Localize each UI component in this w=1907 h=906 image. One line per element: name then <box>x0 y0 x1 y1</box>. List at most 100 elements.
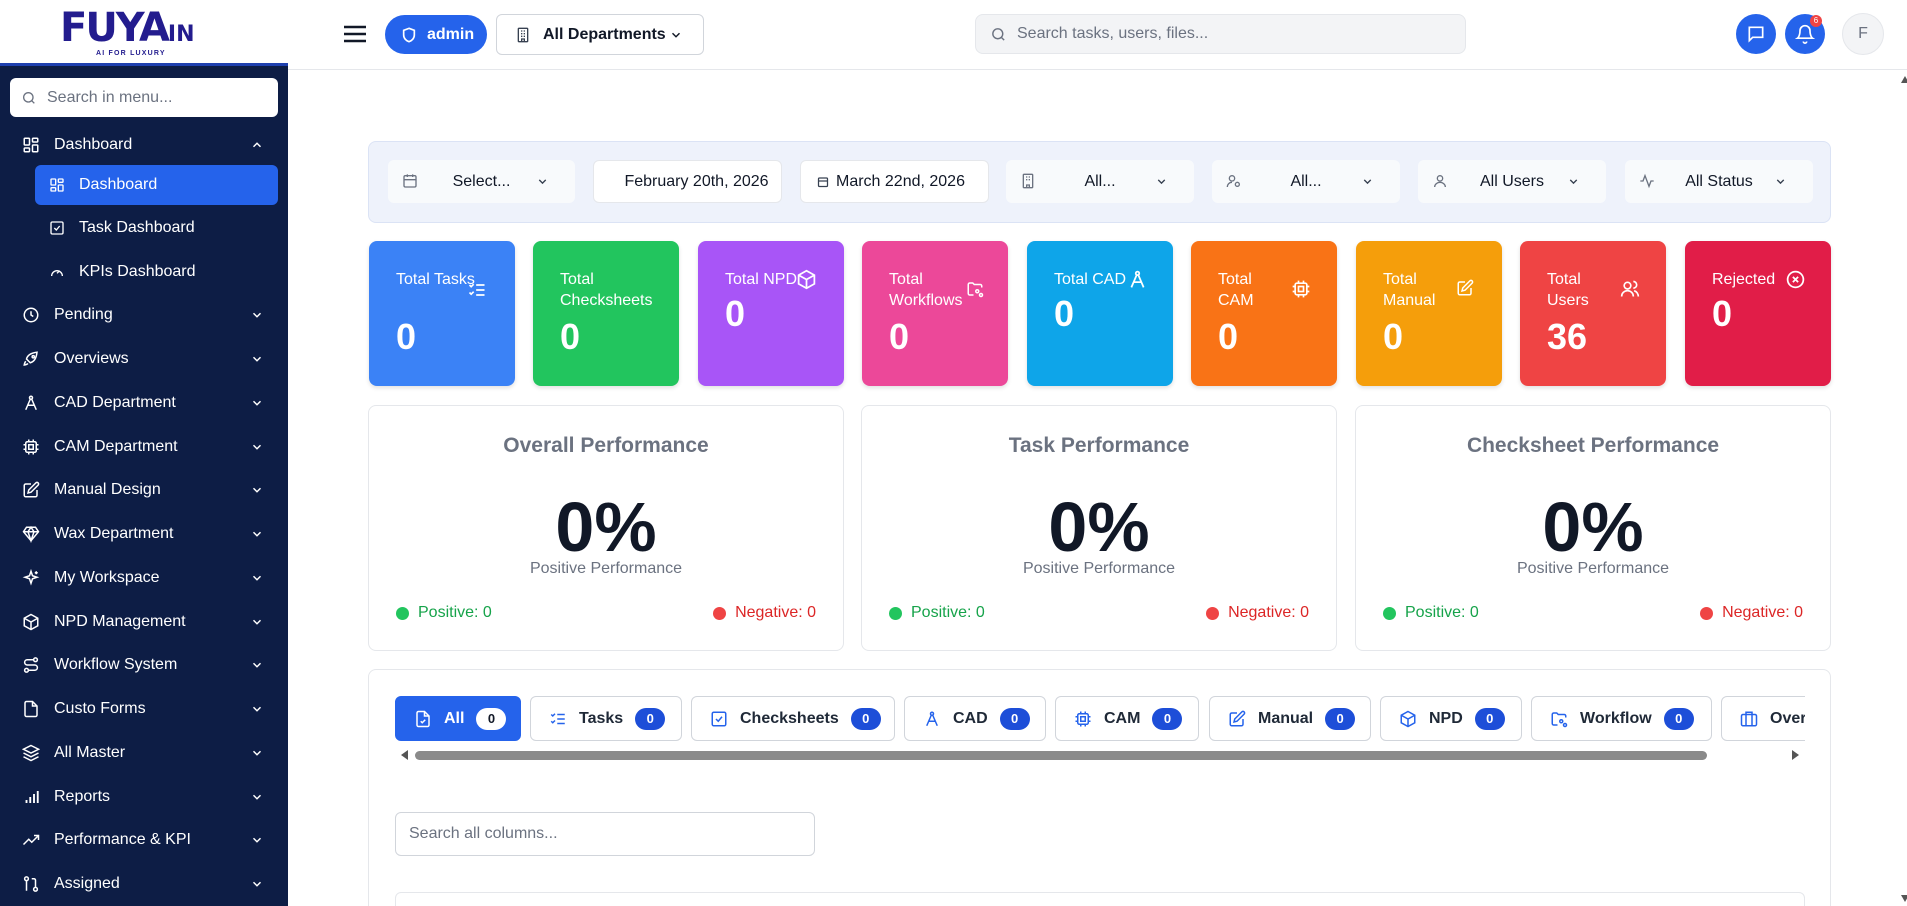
tab-cam[interactable]: CAM 0 <box>1055 696 1199 741</box>
stat-card-total-npd[interactable]: Total NPD 0 <box>698 241 844 386</box>
stat-card-total-manual[interactable]: Total Manual 0 <box>1356 241 1502 386</box>
avatar[interactable]: F <box>1842 13 1884 55</box>
sidebar-subitem-label: KPIs Dashboard <box>79 263 196 280</box>
tab-npd[interactable]: NPD 0 <box>1380 696 1522 741</box>
stat-card-total-tasks[interactable]: Total Tasks 0 <box>369 241 515 386</box>
chevron-down-icon <box>252 837 262 843</box>
tab-count-badge: 0 <box>1663 707 1694 730</box>
chevron-down-icon <box>252 356 262 362</box>
route-icon <box>23 657 39 673</box>
performance-value: 0% <box>1048 488 1150 566</box>
menu-search-input[interactable] <box>47 88 267 107</box>
tab-manual[interactable]: Manual 0 <box>1209 696 1371 741</box>
users-filter-value: All Users <box>1479 172 1544 190</box>
sidebar-subitem-dashboard[interactable]: Dashboard <box>35 165 278 205</box>
sidebar-item-dashboard[interactable]: Dashboard <box>0 127 288 163</box>
sidebar-item-label: CAM Department <box>54 438 178 455</box>
sidebar-item-workflow-system[interactable]: Workflow System <box>0 647 288 683</box>
stat-value: 0 <box>560 316 581 357</box>
sidebar-item-npd-management[interactable]: NPD Management <box>0 604 288 640</box>
messages-button[interactable] <box>1736 14 1776 54</box>
sidebar: FUYAIN AI FOR LUXURY Dashboard Dashboard… <box>0 0 288 906</box>
check-square-icon <box>711 711 727 726</box>
sidebar-item-assigned[interactable]: Assigned <box>0 866 288 902</box>
tab-overviews[interactable]: Overviews 0 <box>1721 696 1805 741</box>
sidebar-item-label: Manual Design <box>54 481 161 498</box>
sidebar-item-label: Pending <box>54 306 113 323</box>
positive-dot <box>396 606 409 620</box>
tabs-strip: All 0 Tasks 0 Checksheets 0 CAD 0 CAM 0 … <box>395 696 1805 742</box>
department-filter[interactable]: All... <box>1006 160 1194 203</box>
scroll-left-arrow[interactable] <box>401 750 408 760</box>
tab-checksheets[interactable]: Checksheets 0 <box>691 696 895 741</box>
chevron-down-icon <box>252 312 262 318</box>
global-search[interactable] <box>975 14 1466 54</box>
scrollbar-thumb[interactable] <box>415 751 1707 760</box>
tab-all[interactable]: All 0 <box>395 696 521 741</box>
performance-label: Positive Performance <box>1022 560 1176 577</box>
role-filter[interactable]: All... <box>1212 160 1400 203</box>
stat-card-total-cad[interactable]: Total CAD 0 <box>1027 241 1173 386</box>
sidebar-item-label: Reports <box>54 788 111 805</box>
status-filter[interactable]: All Status <box>1625 160 1813 203</box>
trending-up-icon <box>22 834 40 846</box>
date-from-value: February 20th, 2026 <box>624 172 769 190</box>
global-search-input[interactable] <box>1017 25 1437 43</box>
date-from-picker[interactable]: February 20th, 2026 <box>593 160 782 203</box>
building-icon <box>1022 173 1034 189</box>
stat-card-total-cam[interactable]: Total CAM 0 <box>1191 241 1337 386</box>
column-search-input[interactable] <box>395 812 815 856</box>
folder-route-icon <box>967 282 984 298</box>
date-range-value: Select... <box>452 172 511 190</box>
x-circle-icon <box>1786 270 1805 289</box>
stat-title: Total CAM <box>1218 271 1254 309</box>
sidebar-item-label: Workflow System <box>54 656 178 673</box>
sidebar-item-label: Dashboard <box>54 136 133 153</box>
tab-workflow[interactable]: Workflow 0 <box>1531 696 1712 741</box>
tabs-scrollbar[interactable] <box>395 748 1805 762</box>
sidebar-subitem-task-dashboard[interactable]: Task Dashboard <box>35 208 278 248</box>
sidebar-item-all-master[interactable]: All Master <box>0 735 288 771</box>
sidebar-subitem-label: Dashboard <box>79 176 158 193</box>
date-range-select[interactable]: Select... <box>388 160 575 203</box>
role-badge[interactable]: admin <box>385 15 487 54</box>
sidebar-item-wax-department[interactable]: Wax Department <box>0 516 288 552</box>
sidebar-item-overviews[interactable]: Overviews <box>0 341 288 377</box>
negative-dot <box>713 606 727 620</box>
sidebar-item-cad-department[interactable]: CAD Department <box>0 385 288 421</box>
positive-count: Positive: 0 <box>396 604 492 622</box>
stat-card-total-users[interactable]: Total Users 36 <box>1520 241 1666 386</box>
scroll-right-arrow[interactable] <box>1792 750 1799 760</box>
sidebar-item-pending[interactable]: Pending <box>0 297 288 333</box>
sidebar-item-reports[interactable]: Reports <box>0 779 288 815</box>
sidebar-item-manual-design[interactable]: Manual Design <box>0 472 288 508</box>
tab-label: CAM <box>1104 709 1141 727</box>
calendar-icon <box>817 177 829 188</box>
sidebar-item-custo-forms[interactable]: Custo Forms <box>0 691 288 727</box>
menu-search[interactable] <box>10 78 278 117</box>
stat-value: 0 <box>396 316 417 357</box>
stat-card-rejected[interactable]: Rejected 0 <box>1685 241 1831 386</box>
tab-cad[interactable]: CAD 0 <box>904 696 1046 741</box>
stat-title: Total Workflows <box>889 271 963 309</box>
sidebar-item-performance-kpi[interactable]: Performance & KPI <box>0 822 288 858</box>
negative-text: Negative: 0 <box>1228 604 1309 621</box>
tab-tasks[interactable]: Tasks 0 <box>530 696 682 741</box>
users-filter[interactable]: All Users <box>1418 160 1606 203</box>
sidebar-item-label: Assigned <box>54 875 120 892</box>
sidebar-item-label: Wax Department <box>54 525 174 542</box>
records-table <box>395 892 1805 906</box>
menu-icon[interactable] <box>342 22 368 46</box>
scroll-up-arrow[interactable] <box>1901 76 1907 83</box>
stat-card-total-workflows[interactable]: Total Workflows 0 <box>862 241 1008 386</box>
grid-icon <box>50 178 64 192</box>
department-select[interactable]: All Departments <box>496 14 704 55</box>
stat-card-total-checksheets[interactable]: Total Checksheets 0 <box>533 241 679 386</box>
date-to-picker[interactable]: March 22nd, 2026 <box>800 160 989 203</box>
sidebar-item-my-workspace[interactable]: My Workspace <box>0 560 288 596</box>
logo[interactable]: FUYAIN AI FOR LUXURY <box>0 0 288 66</box>
filter-bar: Select... February 20th, 2026 March 22nd… <box>368 141 1831 223</box>
sidebar-item-cam-department[interactable]: CAM Department <box>0 429 288 465</box>
scroll-down-arrow[interactable] <box>1901 895 1907 902</box>
sidebar-subitem-kpis-dashboard[interactable]: KPIs Dashboard <box>35 252 278 292</box>
